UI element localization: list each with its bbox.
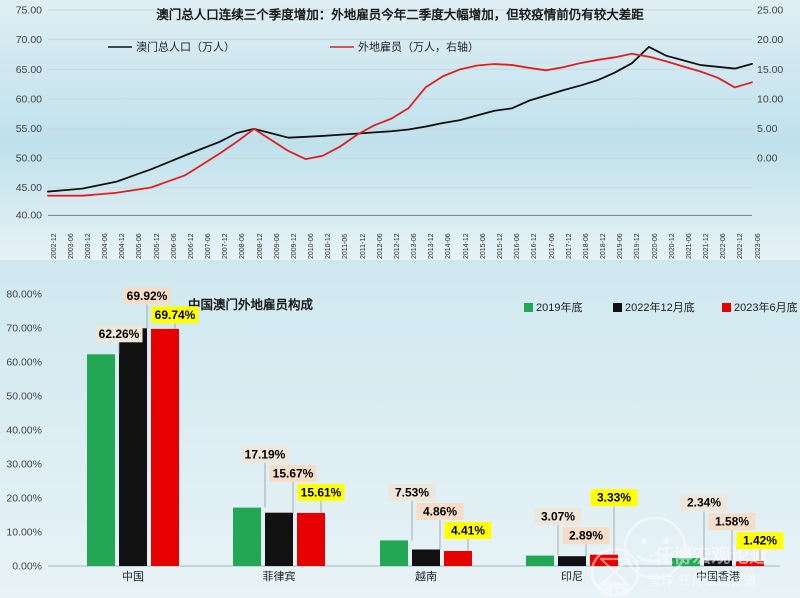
svg-text:1.42%: 1.42% — [743, 534, 777, 548]
svg-text:中国澳门外地雇员构成: 中国澳门外地雇员构成 — [188, 297, 314, 312]
svg-text:55.00: 55.00 — [16, 123, 42, 135]
svg-text:2023年6月底: 2023年6月底 — [734, 300, 798, 314]
svg-text:40.00: 40.00 — [16, 210, 42, 222]
svg-text:雪球: 雪球 — [598, 580, 631, 598]
svg-text:2.89%: 2.89% — [569, 529, 603, 543]
svg-text:10.00: 10.00 — [757, 93, 783, 105]
svg-text:4.41%: 4.41% — [451, 524, 485, 538]
svg-text:75.00: 75.00 — [16, 5, 42, 17]
svg-text:雪球·任博宏观论道: 雪球·任博宏观论道 — [648, 573, 756, 588]
svg-text:越南: 越南 — [415, 569, 437, 583]
svg-text:20.00: 20.00 — [757, 34, 783, 46]
svg-text:45.00: 45.00 — [16, 182, 42, 194]
svg-text:50.00: 50.00 — [16, 153, 42, 165]
svg-text:69.92%: 69.92% — [127, 289, 168, 303]
svg-text:70.00%: 70.00% — [6, 323, 42, 335]
svg-text:3.07%: 3.07% — [541, 510, 575, 524]
svg-text:70.00: 70.00 — [16, 34, 42, 46]
svg-text:15.61%: 15.61% — [301, 485, 342, 499]
svg-text:10.00%: 10.00% — [6, 527, 42, 539]
svg-text:澳门总人口连续三个季度增加：外地雇员今年二季度大幅增加，但较: 澳门总人口连续三个季度增加：外地雇员今年二季度大幅增加，但较疫情前仍有较大差距 — [156, 7, 644, 22]
svg-text:62.26%: 62.26% — [99, 327, 140, 341]
svg-text:菲律宾: 菲律宾 — [263, 569, 296, 583]
svg-text:60.00%: 60.00% — [6, 357, 42, 369]
svg-text:17.19%: 17.19% — [245, 447, 286, 461]
svg-text:2022年12月底: 2022年12月底 — [625, 300, 695, 314]
svg-text:4.86%: 4.86% — [423, 505, 457, 519]
svg-text:3.33%: 3.33% — [597, 491, 631, 505]
svg-text:15.67%: 15.67% — [273, 466, 314, 480]
svg-text:30.00%: 30.00% — [6, 459, 42, 471]
svg-text:69.74%: 69.74% — [155, 308, 196, 322]
svg-text:50.00%: 50.00% — [6, 391, 42, 403]
svg-text:15.00: 15.00 — [757, 64, 783, 76]
svg-text:5.00: 5.00 — [757, 123, 778, 135]
svg-text:7.53%: 7.53% — [395, 486, 429, 500]
svg-text:40.00%: 40.00% — [6, 425, 42, 437]
svg-text:外地雇员（万人，右轴）: 外地雇员（万人，右轴） — [358, 40, 479, 54]
svg-text:2.34%: 2.34% — [687, 496, 721, 510]
svg-text:澳门总人口（万人）: 澳门总人口（万人） — [136, 40, 235, 54]
svg-text:2019年底: 2019年底 — [536, 300, 582, 314]
svg-text:65.00: 65.00 — [16, 64, 42, 76]
svg-text:25.00: 25.00 — [757, 5, 783, 17]
svg-text:1.58%: 1.58% — [715, 515, 749, 529]
svg-text:80.00%: 80.00% — [6, 289, 42, 301]
svg-text:印尼: 印尼 — [561, 570, 583, 583]
svg-text:中国: 中国 — [122, 570, 144, 583]
svg-text:20.00%: 20.00% — [6, 493, 42, 505]
svg-text:0.00: 0.00 — [757, 153, 778, 165]
svg-text:0.00%: 0.00% — [12, 561, 42, 573]
svg-text:60.00: 60.00 — [16, 93, 42, 105]
